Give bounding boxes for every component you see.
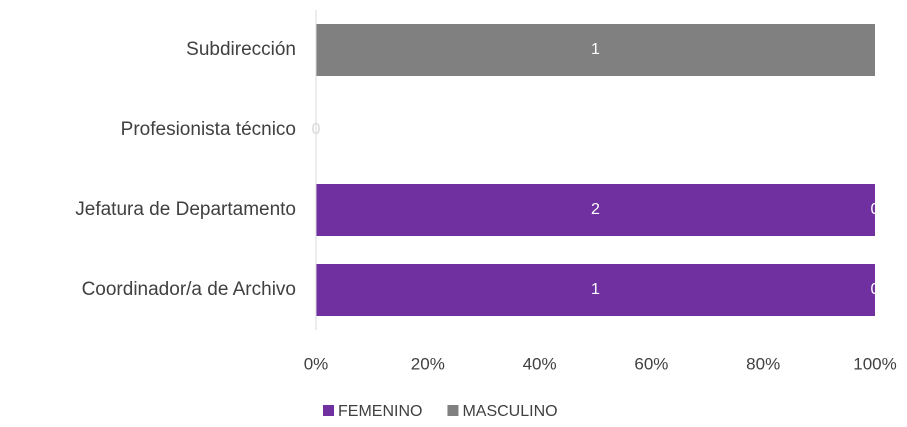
value-label: 1 xyxy=(591,281,600,298)
x-tick-label: 80% xyxy=(746,354,780,373)
value-label: 1 xyxy=(591,41,600,58)
x-tick-label: 40% xyxy=(523,354,557,373)
y-tick-label: Jefatura de Departamento xyxy=(75,199,296,220)
y-tick-label: Coordinador/a de Archivo xyxy=(82,279,296,300)
x-tick-label: 20% xyxy=(411,354,445,373)
bar-segment xyxy=(316,184,875,236)
bar-segment xyxy=(316,24,875,76)
x-tick-label: 60% xyxy=(634,354,668,373)
legend-swatch xyxy=(323,405,334,416)
value-label: 0 xyxy=(871,201,880,218)
x-tick-label: 0% xyxy=(304,354,329,373)
value-label: 2 xyxy=(591,201,600,218)
legend-swatch xyxy=(447,405,459,416)
legend-label: MASCULINO xyxy=(462,403,557,420)
y-tick-label: Subdirección xyxy=(186,39,296,60)
value-label: 0 xyxy=(871,281,880,298)
bar-segment xyxy=(316,264,875,316)
x-tick-label: 100% xyxy=(853,354,896,373)
y-tick-label: Profesionista técnico xyxy=(121,119,296,140)
legend-label: FEMENINO xyxy=(338,403,422,420)
